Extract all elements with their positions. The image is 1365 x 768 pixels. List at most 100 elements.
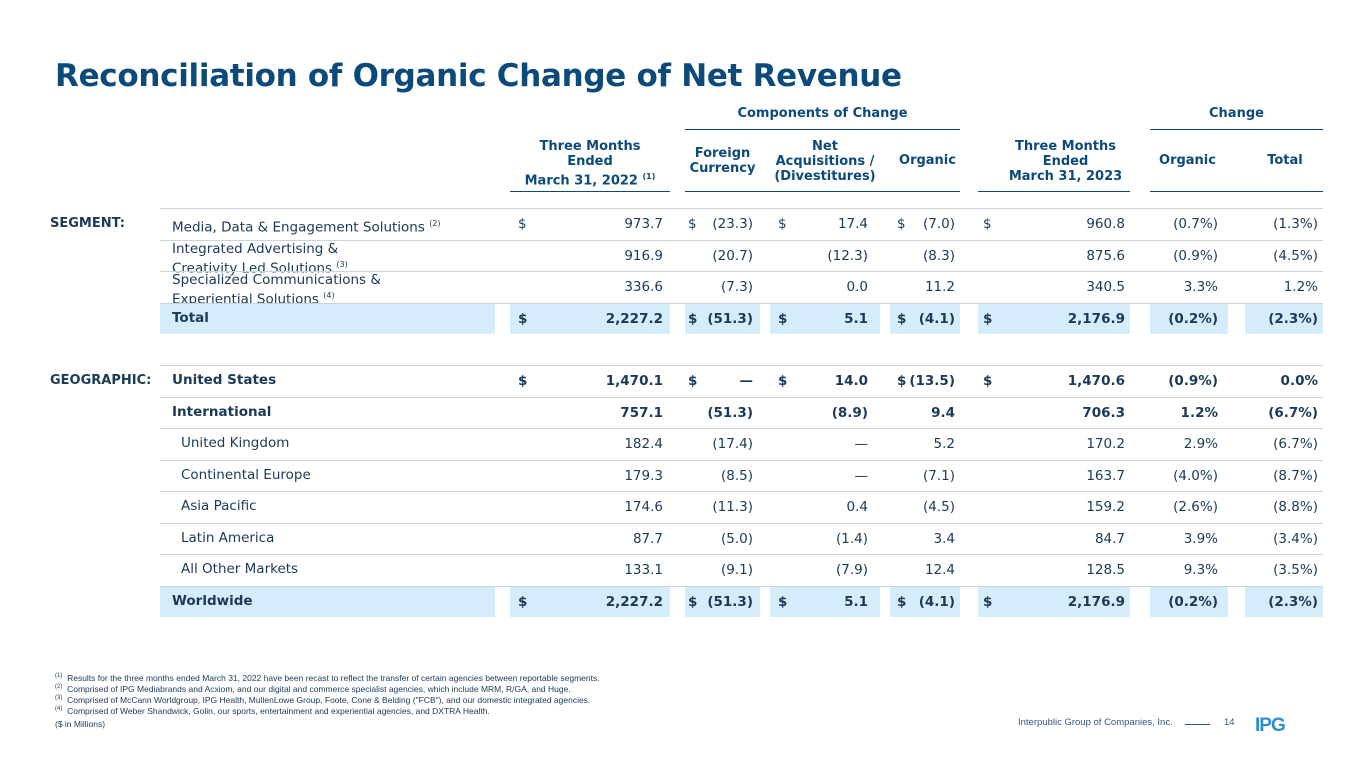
cell-prior: 87.7 <box>632 530 663 547</box>
cell-prior: 179.3 <box>624 467 663 484</box>
cell-prior: 133.1 <box>624 562 663 578</box>
row-highlight <box>770 585 880 617</box>
row-highlight <box>685 302 760 334</box>
cell-current: 1,470.6 <box>1067 373 1125 389</box>
footnote-2: (2) Comprised of IPG Mediabrands and Acx… <box>55 684 571 694</box>
units-note: ($ in Millions) <box>55 719 106 729</box>
cell-fx: (7.3) <box>720 279 753 295</box>
col-header-change-total: Total <box>1267 153 1303 168</box>
cell-pct-tot: (3.4%) <box>1273 530 1318 547</box>
dollar-sign: $ <box>778 310 788 327</box>
cell-pct-tot: 0.0% <box>1280 373 1318 389</box>
header-rule <box>1150 191 1323 192</box>
footnote-3: (3) Comprised of McCann Worldgroup, IPG … <box>55 695 591 705</box>
cell-acq: — <box>854 467 869 484</box>
row-separator <box>160 459 1323 461</box>
row-highlight <box>1150 302 1228 334</box>
cell-current: 159.2 <box>1086 499 1125 515</box>
ipg-logo: IPG <box>1255 715 1286 736</box>
dollar-sign: $ <box>518 216 527 232</box>
cell-current: 706.3 <box>1082 404 1125 421</box>
cell-prior: 916.9 <box>624 247 663 264</box>
row-highlight <box>160 585 495 617</box>
row-highlight <box>685 585 760 617</box>
cell-pct-tot: (6.7%) <box>1273 436 1318 452</box>
header-rule <box>510 191 670 192</box>
cell-current: 128.5 <box>1086 562 1125 578</box>
cell-organic: 11.2 <box>924 279 955 295</box>
cell-organic: 3.4 <box>933 530 955 547</box>
dollar-sign: $ <box>897 310 907 327</box>
cell-current: 2,176.9 <box>1067 310 1125 327</box>
cell-current: 170.2 <box>1086 436 1125 452</box>
row-separator <box>160 396 1323 398</box>
company-name: Interpublic Group of Companies, Inc. <box>1018 717 1173 728</box>
dollar-sign: $ <box>897 216 906 232</box>
dollar-sign: $ <box>518 593 528 610</box>
row-highlight <box>890 585 960 617</box>
cell-pct-org: (2.6%) <box>1173 499 1218 515</box>
row-highlight <box>510 302 670 334</box>
change-underline <box>1150 129 1323 130</box>
cell-fx: (20.7) <box>712 247 753 264</box>
dollar-sign: $ <box>688 593 698 610</box>
cell-pct-tot: 1.2% <box>1283 279 1318 295</box>
cell-pct-org: (4.0%) <box>1173 467 1218 484</box>
cell-fx: (5.0) <box>720 530 753 547</box>
cell-fx: (51.3) <box>707 310 753 327</box>
cell-organic: 5.2 <box>933 436 955 452</box>
geo-row-label: Asia Pacific <box>181 498 257 514</box>
svg-text:IPG: IPG <box>1255 715 1285 736</box>
cell-prior: 1,470.1 <box>605 373 663 389</box>
cell-fx: (51.3) <box>707 593 753 610</box>
footnote-4: (4) Comprised of Weber Shandwick, Golin,… <box>55 706 490 716</box>
geo-row-label: All Other Markets <box>181 561 299 577</box>
row-separator <box>160 522 1323 524</box>
cell-organic: 9.4 <box>931 404 955 421</box>
dollar-sign: $ <box>983 373 993 389</box>
cell-pct-org: 9.3% <box>1183 562 1218 578</box>
row-highlight <box>978 302 1130 334</box>
col-header-prior-period: Three Months Ended March 31, 2022 (1) <box>524 139 656 189</box>
cell-organic: (4.1) <box>918 593 955 610</box>
col-header-foreign-currency: Foreign Currency <box>689 146 756 176</box>
cell-organic: (7.0) <box>922 216 955 232</box>
dollar-sign: $ <box>897 373 907 389</box>
geo-row-label: United States <box>172 372 277 388</box>
col-header-current-period: Three Months Ended March 31, 2023 <box>1008 139 1123 184</box>
row-separator <box>160 239 1323 241</box>
row-separator <box>160 554 1323 555</box>
cell-acq: (8.9) <box>831 404 868 421</box>
footer-divider <box>1185 724 1210 725</box>
cell-current: 340.5 <box>1086 279 1125 295</box>
dollar-sign: $ <box>778 216 787 232</box>
cell-acq: — <box>854 436 869 452</box>
cell-fx: (51.3) <box>707 404 753 421</box>
cell-organic: (13.5) <box>909 373 955 389</box>
cell-acq: (12.3) <box>827 247 868 264</box>
row-separator <box>160 428 1323 429</box>
cell-pct-tot: (3.5%) <box>1273 562 1318 578</box>
cell-pct-org: (0.7%) <box>1173 216 1218 232</box>
cell-fx: (11.3) <box>712 499 753 515</box>
cell-fx: (17.4) <box>712 436 753 452</box>
cell-acq: 5.1 <box>844 593 868 610</box>
cell-acq: 17.4 <box>837 216 868 232</box>
cell-prior: 182.4 <box>624 436 663 452</box>
cell-pct-org: 3.3% <box>1183 279 1218 295</box>
cell-pct-org: (0.2%) <box>1168 310 1218 327</box>
cell-current: 875.6 <box>1086 247 1125 264</box>
segment-row-label: Media, Data & Engagement Solutions (2) <box>172 219 441 236</box>
cell-pct-tot: (8.8%) <box>1273 499 1318 515</box>
cell-pct-org: 2.9% <box>1183 436 1218 452</box>
dollar-sign: $ <box>983 310 993 327</box>
dollar-sign: $ <box>688 373 698 389</box>
row-separator <box>160 208 1323 209</box>
col-header-change-organic: Organic <box>1159 153 1216 168</box>
cell-acq: (7.9) <box>835 562 868 578</box>
cell-prior: 2,227.2 <box>605 310 663 327</box>
cell-organic: (4.1) <box>918 310 955 327</box>
cell-current: 163.7 <box>1086 467 1125 484</box>
cell-pct-tot: (2.3%) <box>1268 310 1318 327</box>
cell-pct-org: (0.9%) <box>1168 373 1218 389</box>
